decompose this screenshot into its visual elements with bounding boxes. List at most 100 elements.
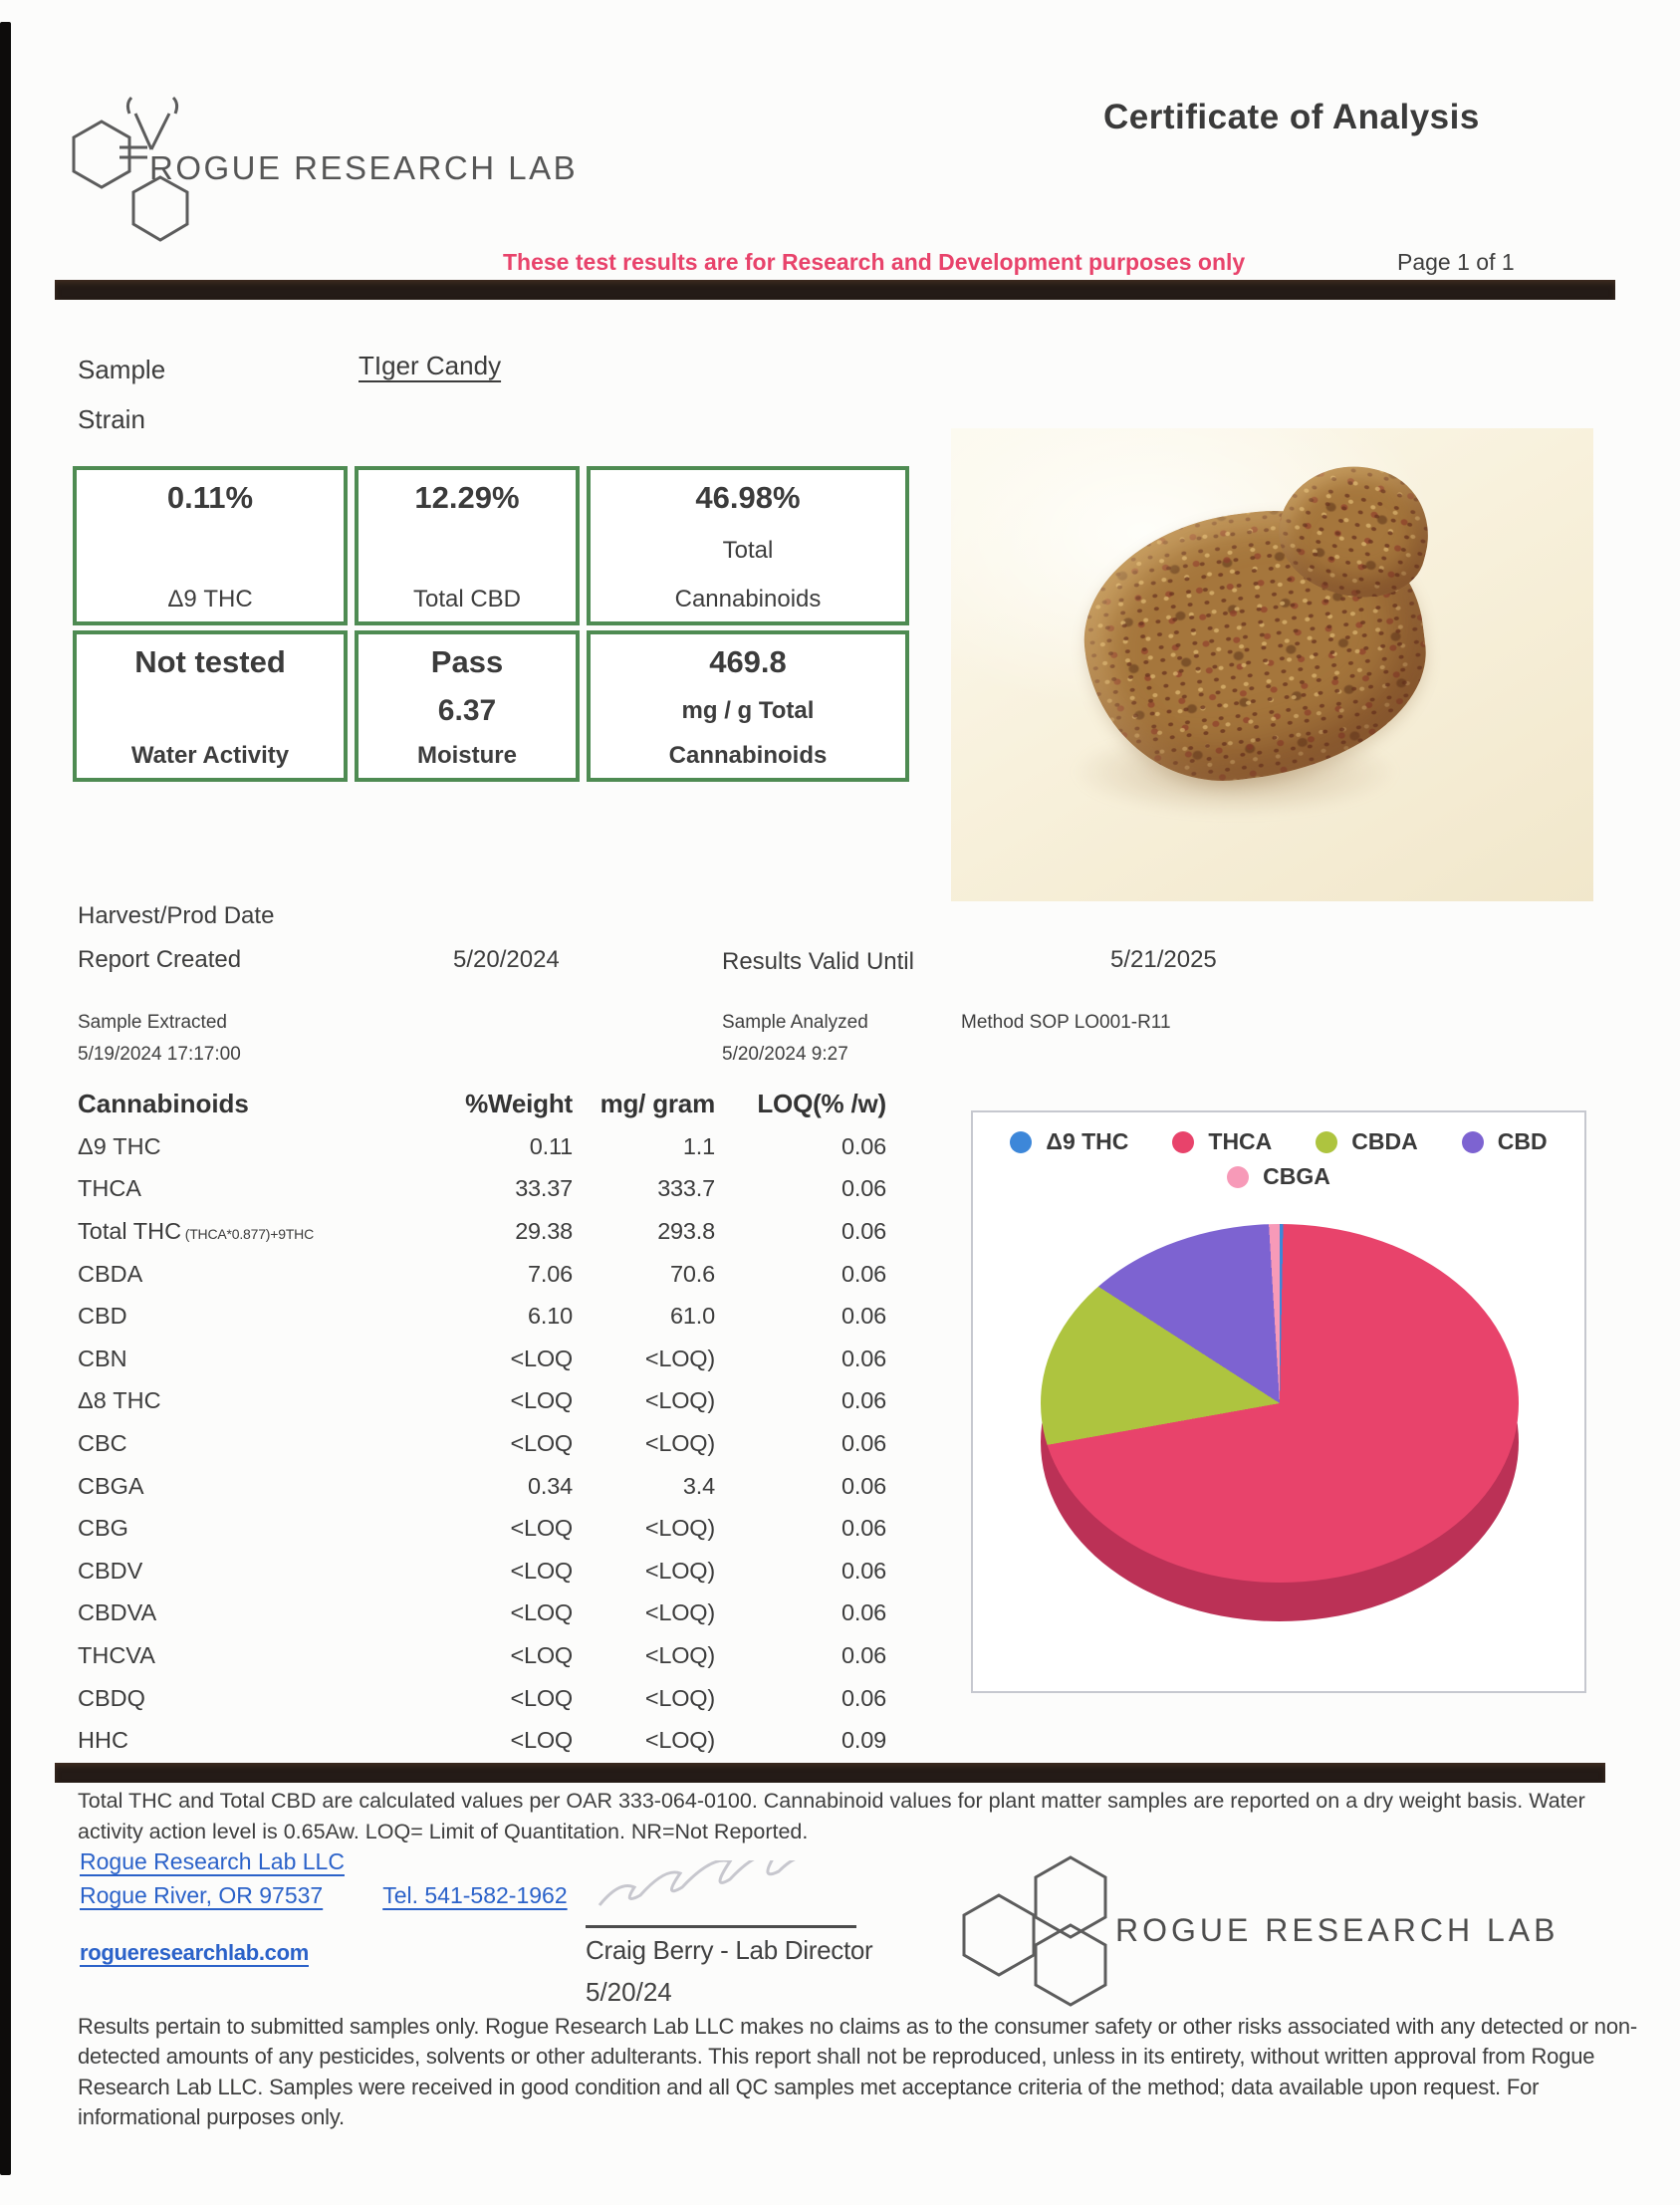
sample-extracted-label: Sample Extracted bbox=[78, 1012, 227, 1033]
analyte-name: HHC bbox=[78, 1727, 128, 1754]
d9thc-value: 0.11% bbox=[166, 480, 254, 515]
table-header: Cannabinoids %Weight mg/ gram LOQ(% /w) bbox=[78, 1082, 886, 1125]
analyte-mg: <LOQ) bbox=[644, 1641, 715, 1668]
table-row: THCVA <LOQ <LOQ) 0.06 bbox=[78, 1634, 886, 1677]
water-activity-label: Water Activity bbox=[130, 742, 290, 769]
analyte-loq: 0.06 bbox=[841, 1557, 886, 1584]
method-sop: Method SOP LO001-R11 bbox=[961, 1012, 1171, 1033]
analyte-name: CBDV bbox=[78, 1557, 143, 1584]
pie-legend: Δ9 THC THCA CBDA CBD CBGA bbox=[985, 1128, 1572, 1190]
table-row: CBC <LOQ <LOQ) 0.06 bbox=[78, 1422, 886, 1465]
company-link[interactable]: Rogue Research Lab LLC bbox=[80, 1848, 345, 1874]
analyte-mg: 1.1 bbox=[682, 1132, 715, 1159]
analyte-weight: 7.06 bbox=[528, 1260, 573, 1287]
table-row: Δ9 THC 0.11 1.1 0.06 bbox=[78, 1125, 886, 1168]
sample-label: Sample bbox=[78, 355, 166, 384]
analyte-note: (THCA*0.877)+9THC bbox=[181, 1225, 314, 1242]
sample-analyzed-label: Sample Analyzed bbox=[722, 1012, 868, 1033]
analyte-weight: <LOQ bbox=[510, 1345, 573, 1371]
divider-bar-top bbox=[55, 280, 1615, 300]
summary-box-d9thc: 0.11% Δ9 THC bbox=[73, 466, 348, 625]
analyte-loq: 0.06 bbox=[841, 1429, 886, 1456]
results-valid-label: Results Valid Until bbox=[722, 948, 914, 975]
legend-color-dot bbox=[1316, 1130, 1338, 1153]
legend-color-dot bbox=[1010, 1130, 1033, 1153]
address-phone-link[interactable]: Rogue River, OR 97537 Tel. 541-582-1962 bbox=[80, 1882, 568, 1909]
results-footnote: Total THC and Total CBD are calculated v… bbox=[78, 1789, 1585, 1843]
table-row: CBG <LOQ <LOQ) 0.06 bbox=[78, 1507, 886, 1550]
summary-box-moisture: Pass 6.37 Moisture bbox=[355, 630, 580, 782]
analyte-weight: <LOQ bbox=[510, 1727, 573, 1754]
table-row: CBDVA <LOQ <LOQ) 0.06 bbox=[78, 1592, 886, 1635]
footer-brand-name: ROGUE RESEARCH LAB bbox=[1115, 1912, 1560, 1948]
legend-item: CBD bbox=[1461, 1128, 1548, 1155]
analyte-mg: <LOQ) bbox=[644, 1345, 715, 1371]
total-cannabinoids-pct-mid: Total bbox=[722, 537, 774, 564]
analyte-weight: 0.11 bbox=[529, 1132, 573, 1159]
report-created-label: Report Created bbox=[78, 946, 242, 973]
analyte-weight: <LOQ bbox=[510, 1641, 573, 1668]
page-number: Page 1 of 1 bbox=[1397, 249, 1515, 275]
analyte-mg: 61.0 bbox=[670, 1303, 715, 1330]
analyte-name: CBN bbox=[78, 1345, 127, 1371]
summary-box-mg-total: 469.8 mg / g Total Cannabinoids bbox=[587, 630, 909, 782]
cannabinoid-table: Cannabinoids %Weight mg/ gram LOQ(% /w) … bbox=[78, 1082, 886, 1762]
pie-chart-panel: Δ9 THC THCA CBDA CBD CBGA bbox=[971, 1110, 1586, 1693]
lab-brand-name: ROGUE RESEARCH LAB bbox=[149, 149, 579, 186]
legend-item: THCA bbox=[1172, 1128, 1272, 1155]
legend-label: CBD bbox=[1497, 1128, 1548, 1154]
analyte-weight: 33.37 bbox=[515, 1175, 573, 1202]
signature-date: 5/20/24 bbox=[586, 1977, 672, 2007]
summary-results-grid: 0.11% Δ9 THC 12.29% Total CBD 46.98% Tot… bbox=[73, 466, 909, 782]
sample-analyzed-date: 5/20/2024 9:27 bbox=[722, 1044, 848, 1065]
analyte-name: Δ9 THC bbox=[78, 1132, 161, 1159]
pie-chart bbox=[1041, 1224, 1519, 1583]
analyte-weight: <LOQ bbox=[510, 1387, 573, 1414]
analyte-weight: 0.34 bbox=[528, 1472, 573, 1499]
analyte-loq: 0.06 bbox=[841, 1260, 886, 1287]
total-cbd-value: 12.29% bbox=[414, 480, 520, 515]
d9thc-label: Δ9 THC bbox=[167, 586, 253, 612]
analyte-name: CBG bbox=[78, 1515, 128, 1542]
table-row: CBDA 7.06 70.6 0.06 bbox=[78, 1253, 886, 1296]
strain-name: TIger Candy bbox=[359, 351, 502, 380]
col-header-cannabinoids: Cannabinoids bbox=[78, 1088, 249, 1118]
analyte-name: THCA bbox=[78, 1175, 141, 1202]
summary-box-water-activity: Not tested Water Activity bbox=[73, 630, 348, 782]
analyte-name: Total THC (THCA*0.877)+9THC bbox=[78, 1217, 314, 1244]
lab-logo-molecule-icon bbox=[72, 96, 189, 242]
moisture-pass-value: Pass bbox=[430, 644, 504, 679]
analyte-loq: 0.06 bbox=[841, 1303, 886, 1330]
lab-director-name: Craig Berry - Lab Director bbox=[586, 1935, 873, 1965]
analyte-loq: 0.06 bbox=[841, 1684, 886, 1711]
sample-photo bbox=[951, 428, 1593, 901]
footer-lab-logo-icon bbox=[962, 1855, 1107, 2007]
analyte-mg: <LOQ) bbox=[644, 1387, 715, 1414]
analyte-weight: <LOQ bbox=[510, 1429, 573, 1456]
col-header-mg-gram: mg/ gram bbox=[600, 1088, 716, 1118]
legend-color-dot bbox=[1172, 1130, 1195, 1153]
analyte-loq: 0.06 bbox=[841, 1472, 886, 1499]
scan-edge-strip bbox=[0, 22, 11, 2175]
website-link[interactable]: rogueresearchlab.com bbox=[80, 1940, 309, 1965]
analyte-name: CBGA bbox=[78, 1472, 144, 1499]
table-row: Total THC (THCA*0.877)+9THC 29.38 293.8 … bbox=[78, 1210, 886, 1253]
analyte-weight: 29.38 bbox=[515, 1217, 573, 1244]
mg-total-label: Cannabinoids bbox=[668, 742, 828, 769]
analyte-name: CBDA bbox=[78, 1260, 143, 1287]
col-header-weight: %Weight bbox=[465, 1088, 573, 1118]
legend-item: CBGA bbox=[1227, 1163, 1330, 1190]
mg-total-value: 469.8 bbox=[709, 644, 787, 679]
analyte-mg: 333.7 bbox=[657, 1175, 715, 1202]
divider-bar-bottom bbox=[55, 1763, 1605, 1783]
analyte-mg: <LOQ) bbox=[644, 1557, 715, 1584]
analyte-weight: <LOQ bbox=[510, 1557, 573, 1584]
analyte-name: THCVA bbox=[78, 1641, 155, 1668]
analyte-mg: 70.6 bbox=[670, 1260, 715, 1287]
pie-3d-wrapper bbox=[1041, 1224, 1519, 1627]
legend-label: THCA bbox=[1208, 1128, 1273, 1154]
table-row: THCA 33.37 333.7 0.06 bbox=[78, 1168, 886, 1211]
analyte-loq: 0.06 bbox=[841, 1387, 886, 1414]
page-title: Certificate of Analysis bbox=[1103, 98, 1480, 136]
legend-label: CBGA bbox=[1263, 1163, 1330, 1189]
